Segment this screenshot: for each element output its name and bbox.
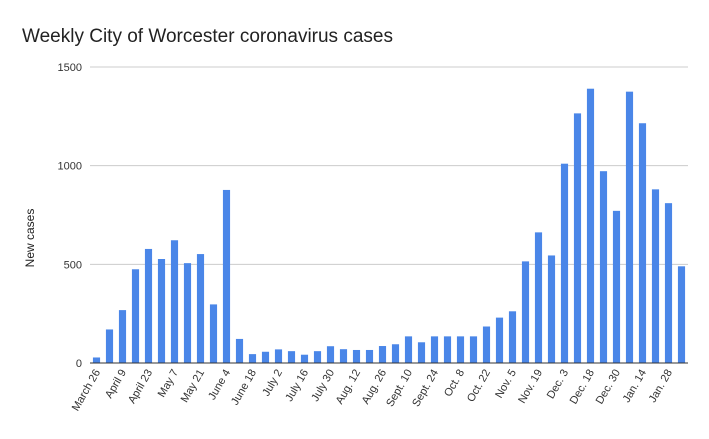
- x-tick-label: March 26: [70, 368, 103, 414]
- y-axis-label: New cases: [23, 209, 37, 268]
- bar: [404, 336, 413, 363]
- x-tick-label: April 9: [103, 368, 129, 401]
- x-tick-label: July 2: [260, 368, 285, 399]
- bar: [495, 317, 504, 363]
- bar: [222, 189, 231, 363]
- bar: [131, 269, 140, 363]
- x-tick-label: May 7: [156, 368, 181, 400]
- x-tick-label: June 4: [206, 368, 233, 403]
- x-tick-label: Nov. 5: [493, 368, 519, 401]
- bar: [560, 163, 569, 363]
- bar: [443, 336, 452, 363]
- x-tick-label: Dec. 3: [545, 368, 571, 402]
- bar: [638, 123, 647, 364]
- bars: [92, 88, 686, 364]
- bar: [274, 349, 283, 363]
- bar: [300, 354, 309, 363]
- bar: [573, 113, 582, 363]
- bar: [599, 171, 608, 363]
- bar: [118, 310, 127, 363]
- bar: [183, 263, 192, 363]
- bar: [248, 354, 257, 363]
- x-tick-label: May 21: [179, 368, 207, 405]
- bar: [209, 304, 218, 363]
- y-tick-labels: 0 500 1000 1500: [58, 62, 82, 370]
- chart-title: Weekly City of Worcester coronavirus cas…: [22, 26, 393, 47]
- bar: [352, 349, 361, 363]
- bar: [651, 189, 660, 363]
- bar: [612, 210, 621, 363]
- y-tick-label: 500: [64, 259, 82, 271]
- x-tick-label: June 18: [229, 368, 259, 408]
- x-tick-label: April 23: [126, 368, 155, 406]
- bar: [261, 351, 270, 363]
- bar: [391, 344, 400, 363]
- bar: [469, 336, 478, 363]
- bar: [339, 349, 348, 363]
- x-tick-label: July 16: [283, 368, 311, 404]
- bar: [586, 88, 595, 363]
- bar: [92, 357, 101, 363]
- bar: [534, 232, 543, 363]
- bar: [313, 351, 322, 363]
- bar: [378, 346, 387, 363]
- bar: [287, 351, 296, 363]
- bar: [170, 240, 179, 363]
- bar: [365, 349, 374, 363]
- y-tick-label: 0: [76, 358, 82, 370]
- x-tick-label: Nov. 19: [516, 368, 545, 406]
- y-tick-label: 1500: [58, 62, 82, 74]
- bar: [625, 91, 634, 364]
- bar: [677, 266, 686, 363]
- bar: [417, 342, 426, 363]
- y-tick-label: 1000: [58, 161, 82, 173]
- bar: [326, 346, 335, 363]
- bar: [521, 261, 530, 363]
- bar: [235, 338, 244, 363]
- gridlines: [90, 66, 688, 265]
- x-tick-label: Oct. 8: [442, 368, 467, 399]
- bar: [482, 326, 491, 363]
- bar: [105, 329, 114, 363]
- bar: [547, 255, 556, 363]
- x-tick-label: Jan. 28: [647, 368, 675, 405]
- x-tick-label: Jan. 14: [621, 368, 649, 405]
- bar: [456, 336, 465, 363]
- bar: [196, 254, 205, 363]
- x-tick-label: July 30: [309, 368, 337, 404]
- bar: [664, 203, 673, 363]
- bar: [144, 248, 153, 363]
- bar: [508, 311, 517, 363]
- x-tick-label: Dec. 30: [594, 368, 623, 407]
- bar: [430, 336, 439, 363]
- x-tick-label: Oct. 22: [465, 368, 493, 405]
- bar: [157, 259, 166, 363]
